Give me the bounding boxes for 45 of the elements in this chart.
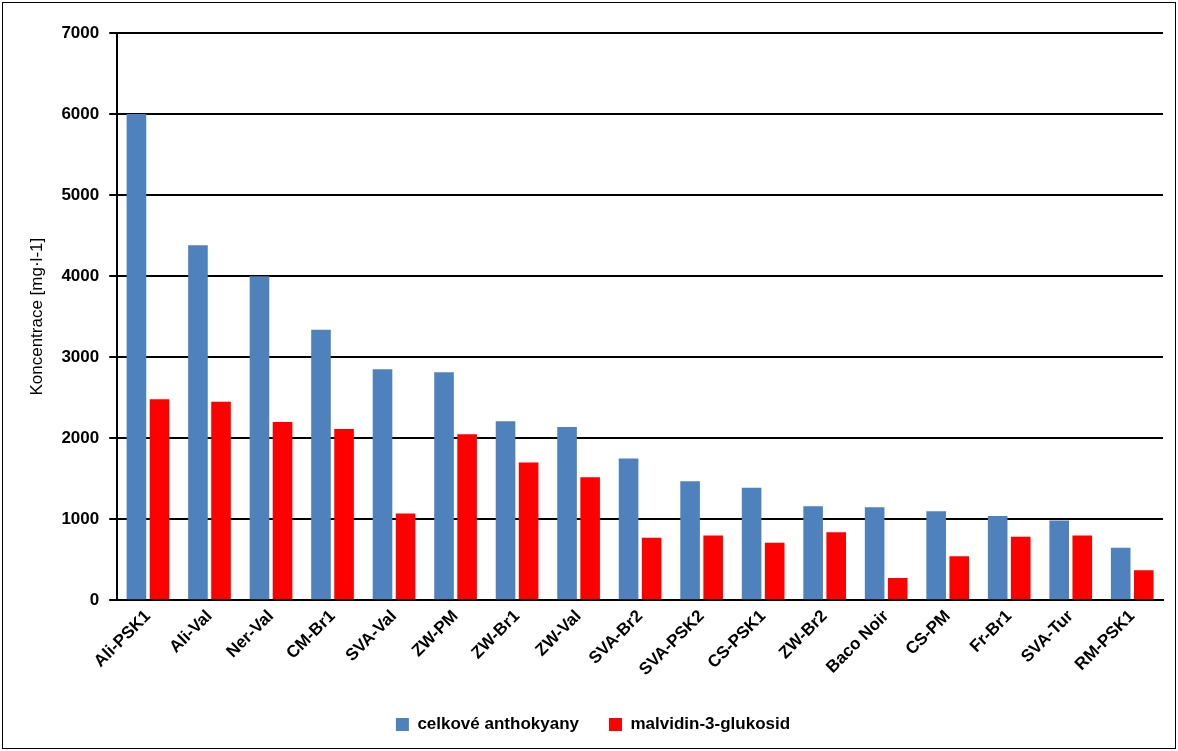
bar <box>518 462 539 600</box>
bar <box>926 511 946 600</box>
bar <box>580 477 600 600</box>
bar <box>1072 535 1093 600</box>
y-axis-title: Koncentrace [mg·l-1] <box>26 237 46 396</box>
bar <box>703 535 723 600</box>
bar <box>887 578 908 600</box>
bar <box>395 513 416 600</box>
bar <box>826 532 846 600</box>
bar <box>334 428 354 600</box>
bar <box>680 481 700 600</box>
bar <box>372 369 393 600</box>
bar <box>949 556 970 600</box>
bar <box>495 421 516 600</box>
bar <box>311 329 331 600</box>
bar <box>741 487 762 600</box>
bar <box>987 516 1008 600</box>
y-tick-label: 3000 <box>61 346 100 366</box>
y-tick-label: 6000 <box>61 103 100 123</box>
bar <box>641 537 662 600</box>
y-tick-label: 5000 <box>61 184 100 204</box>
bar <box>618 458 639 600</box>
bar <box>211 401 231 600</box>
bar <box>1133 570 1154 600</box>
bar <box>1110 547 1131 600</box>
bar <box>864 507 885 600</box>
bar <box>272 422 293 600</box>
y-tick-label: 7000 <box>61 22 100 42</box>
bar <box>764 542 785 600</box>
y-tick-label: 2000 <box>61 427 100 447</box>
bar <box>149 399 170 600</box>
bar <box>457 434 477 600</box>
bar <box>126 114 147 600</box>
legend-label: malvidin-3-glukosid <box>630 714 791 734</box>
bar <box>434 372 454 600</box>
y-tick-label: 4000 <box>61 265 100 285</box>
bar <box>803 506 823 600</box>
y-tick-label: 1000 <box>61 508 100 528</box>
bar <box>1049 520 1069 600</box>
y-tick-label: 0 <box>89 590 100 610</box>
legend-label: celkové anthokyany <box>417 714 580 734</box>
bar <box>188 245 208 600</box>
bar <box>557 426 577 600</box>
bar <box>249 276 270 600</box>
bar <box>1010 536 1031 600</box>
